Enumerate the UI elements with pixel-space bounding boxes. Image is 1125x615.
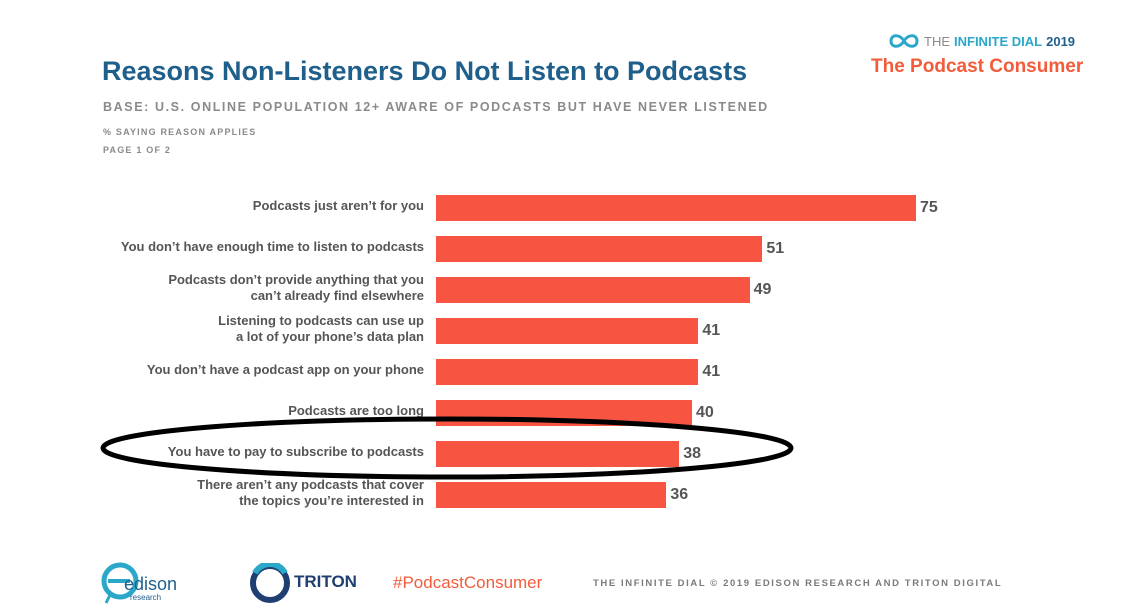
category-label: Podcasts just aren’t for you (252, 198, 424, 213)
page-note: PAGE 1 OF 2 (103, 145, 172, 155)
edison-logo-icon (101, 562, 139, 604)
bar (436, 195, 916, 221)
category-label: Podcasts are too long (288, 403, 424, 418)
hashtag-link[interactable]: #PodcastConsumer (393, 573, 543, 592)
bar (436, 277, 750, 303)
brand-the: THE (924, 33, 950, 49)
value-label: 51 (766, 240, 785, 257)
bar (436, 482, 667, 508)
base-note: BASE: U.S. ONLINE POPULATION 12+ AWARE O… (103, 100, 769, 114)
report-subtitle: The Podcast Consumer (871, 56, 1084, 77)
chart-title: Reasons Non-Listeners Do Not Listen to P… (102, 56, 748, 86)
value-label: 75 (920, 199, 938, 216)
value-label: 36 (670, 486, 689, 503)
value-label: 41 (702, 363, 721, 380)
infinity-icon (889, 34, 919, 48)
triton-logo-text: TRITON (294, 572, 357, 591)
bar (436, 359, 699, 385)
category-label: You don’t have a podcast app on your pho… (146, 362, 424, 377)
bar (436, 318, 699, 344)
edison-logo-text: edison (124, 574, 178, 594)
category-label: You don’t have enough time to listen to … (120, 239, 424, 254)
category-label: Podcasts don’t provide anything that you… (168, 272, 424, 303)
percent-note: % SAYING REASON APPLIES (103, 127, 257, 137)
triton-logo-icon (250, 563, 290, 603)
infinite-dial-logo: THE INFINITE DIAL 2019 (888, 32, 1075, 50)
bar (436, 441, 680, 467)
brand-year: 2019 (1046, 33, 1076, 49)
brand-infinite-dial: INFINITE DIAL (954, 33, 1043, 49)
category-label: There aren’t any podcasts that cover the… (197, 477, 424, 508)
copyright-text: THE INFINITE DIAL © 2019 EDISON RESEARCH… (593, 578, 1003, 589)
edison-logo-subtext: research (130, 593, 162, 602)
value-label: 41 (702, 322, 721, 339)
value-label: 38 (683, 445, 701, 462)
category-label: Listening to podcasts can use up a lot o… (218, 313, 424, 344)
value-label: 49 (753, 281, 772, 298)
bar (436, 236, 763, 262)
highlight-oval (100, 416, 794, 480)
value-label: 40 (696, 404, 714, 421)
category-label: You have to pay to subscribe to podcasts (167, 444, 424, 459)
